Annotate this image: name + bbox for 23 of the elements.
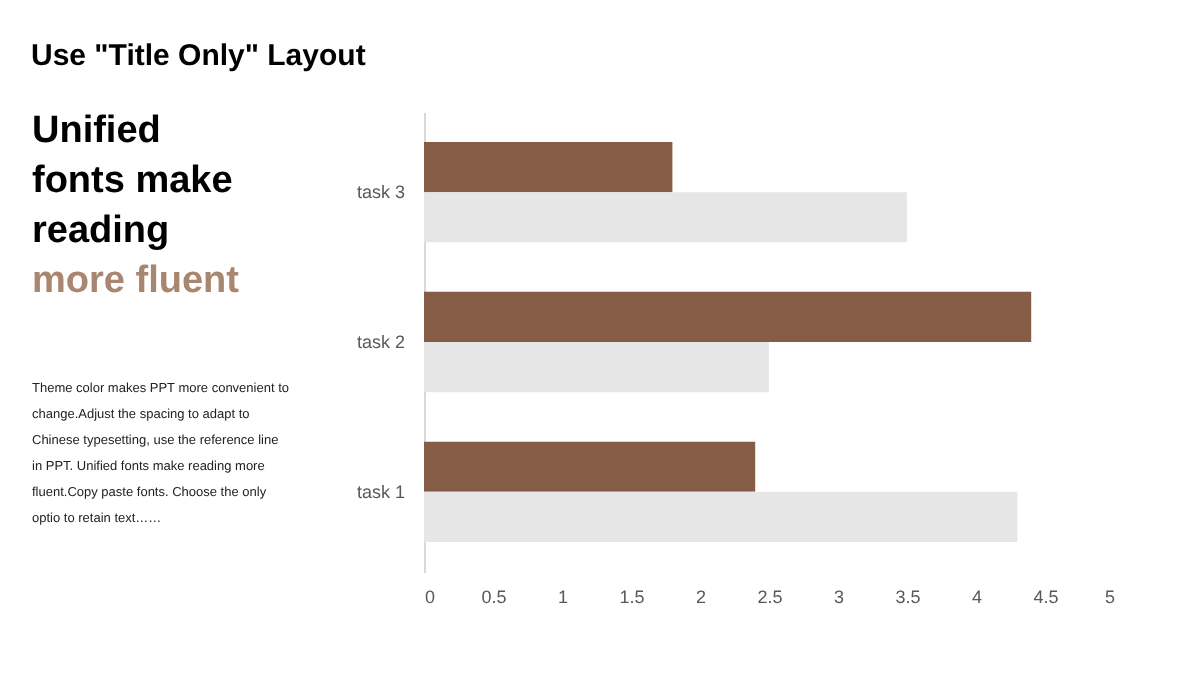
x-tick-label: 1.5 (619, 587, 645, 607)
x-tick-label: 3.5 (895, 587, 921, 607)
bar (424, 342, 769, 393)
x-tick-label: 2 (695, 587, 707, 607)
x-tick-label: 4.5 (1033, 587, 1059, 607)
text: Unified fonts make reading (32, 110, 233, 252)
bar (424, 141, 673, 193)
y-tick-label: task 2 (356, 332, 405, 352)
chart-title: Use "Title Only" Layout (31, 39, 366, 73)
x-tick-label: 5 (1104, 587, 1115, 607)
x-tick-label: 0 (425, 587, 436, 607)
x-tick-label: 2.5 (757, 587, 783, 607)
x-tick-label: 3 (833, 587, 845, 607)
bar (424, 491, 1018, 543)
bar (424, 192, 907, 243)
bar (424, 291, 1032, 342)
x-tick-label: 1 (557, 587, 569, 607)
bar (424, 441, 756, 492)
y-tick-label: task 1 (356, 481, 405, 502)
x-tick-label: 0.5 (481, 587, 507, 607)
text: more fluent (32, 260, 241, 302)
y-tick-label: task 3 (356, 182, 405, 203)
x-tick-label: 4 (971, 587, 983, 607)
